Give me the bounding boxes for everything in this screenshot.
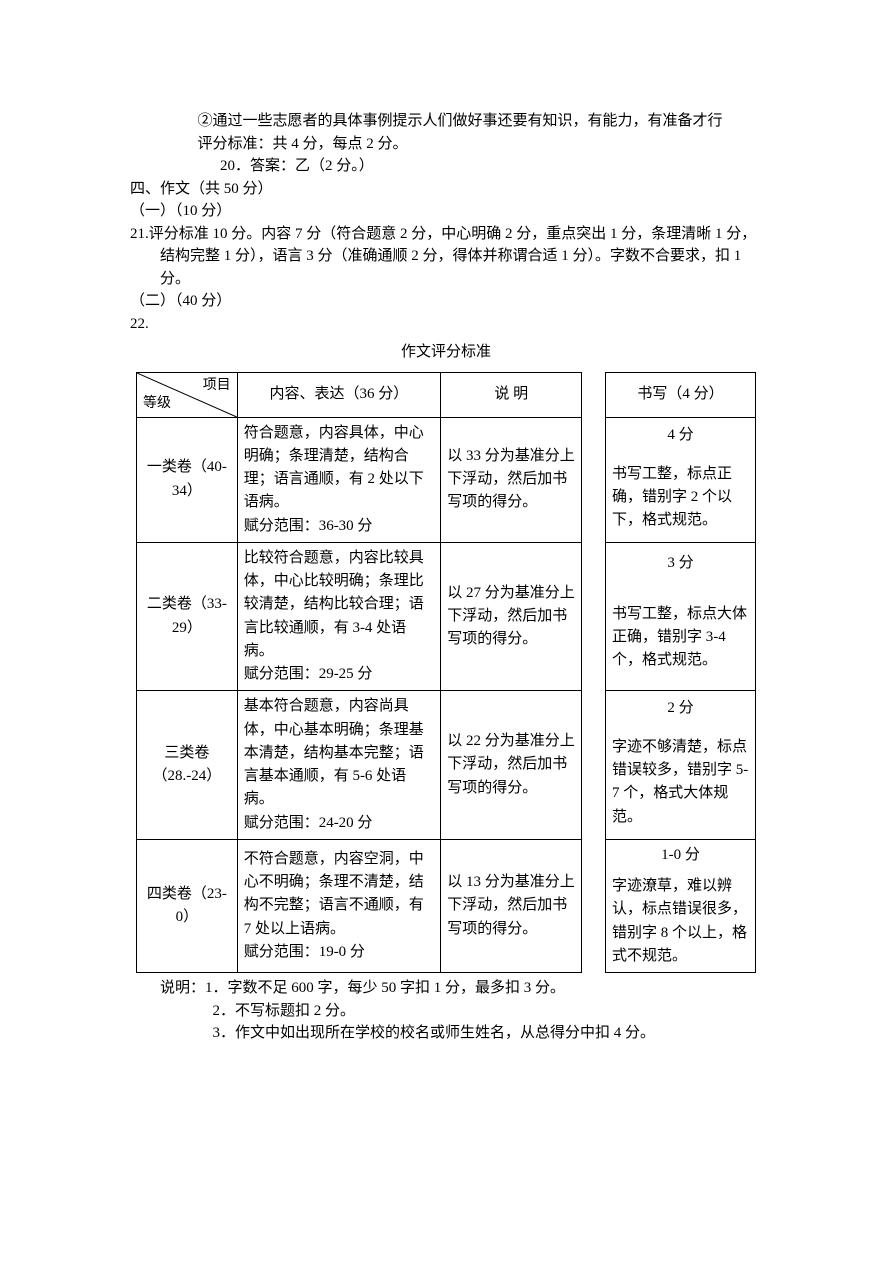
content-cell: 不符合题意，内容空洞，中心不明确；条理不清楚，结构不完整；语言不通顺，有 7 处…: [237, 839, 441, 972]
writing-cell: 书写工整，标点正确，错别字 2 个以下，格式规范。: [605, 453, 755, 542]
desc-cell: 以 13 分为基准分上下浮动，然后加书写项的得分。: [441, 839, 582, 972]
section-4-heading: 四、作文（共 50 分）: [130, 178, 762, 201]
table-row: 三类卷（28.-24） 基本符合题意，内容尚具体，中心基本明确；条理基本清楚，结…: [137, 691, 756, 726]
note-1: 说明：1．字数不足 600 字，每少 50 字扣 1 分，最多扣 3 分。: [160, 977, 762, 1000]
part-1-label: （一）（10 分）: [130, 200, 762, 223]
table-row: 四类卷（23-0） 不符合题意，内容空洞，中心不明确；条理不清楚，结构不完整；语…: [137, 839, 756, 871]
q21-text: 21.评分标准 10 分。内容 7 分（符合题意 2 分，中心明确 2 分，重点…: [130, 223, 762, 291]
table-header-row: 项目 等级 内容、表达（36 分） 说 明 书写（4 分）: [137, 372, 756, 417]
intro-line-3: 20．答案：乙（2 分。）: [130, 155, 762, 178]
writing-cell: 字迹潦草，难以辨认，标点错误很多，错别字 8 个以上，格式不规范。: [605, 871, 755, 973]
score-cell: 4 分: [605, 417, 755, 453]
score-cell: 3 分: [605, 542, 755, 585]
part-2-label: （二）（40 分）: [130, 290, 762, 313]
rubric-title: 作文评分标准: [130, 341, 762, 364]
content-cell: 符合题意，内容具体，中心明确；条理清楚，结构合理；语言通顺，有 2 处以下语病。…: [237, 417, 441, 542]
header-writing: 书写（4 分）: [605, 372, 755, 417]
gap-column: [582, 372, 606, 973]
table-row: 一类卷（40-34） 符合题意，内容具体，中心明确；条理清楚，结构合理；语言通顺…: [137, 417, 756, 453]
diag-bot-label: 等级: [143, 393, 171, 415]
header-desc: 说 明: [441, 372, 582, 417]
level-cell: 一类卷（40-34）: [137, 417, 238, 542]
diagonal-header-cell: 项目 等级: [137, 372, 238, 417]
notes-block: 说明：1．字数不足 600 字，每少 50 字扣 1 分，最多扣 3 分。 2．…: [130, 977, 762, 1045]
content-cell: 基本符合题意，内容尚具体，中心基本明确；条理基本清楚，结构基本完整；语言基本通顺…: [237, 691, 441, 840]
q22-label: 22.: [130, 313, 762, 336]
intro-line-1: ②通过一些志愿者的具体事例提示人们做好事还要有知识，有能力，有准备才行: [130, 110, 762, 133]
score-cell: 1-0 分: [605, 839, 755, 871]
desc-cell: 以 33 分为基准分上下浮动，然后加书写项的得分。: [441, 417, 582, 542]
rubric-table: 项目 等级 内容、表达（36 分） 说 明 书写（4 分） 一类卷（40-34）…: [136, 372, 756, 974]
document-page: ②通过一些志愿者的具体事例提示人们做好事还要有知识，有能力，有准备才行 评分标准…: [0, 0, 892, 1105]
diag-top-label: 项目: [203, 375, 231, 397]
table-row: 二类卷（33-29） 比较符合题意，内容比较具体，中心比较明确；条理比较清楚，结…: [137, 542, 756, 585]
intro-line-2: 评分标准：共 4 分，每点 2 分。: [130, 133, 762, 156]
level-cell: 四类卷（23-0）: [137, 839, 238, 972]
level-cell: 二类卷（33-29）: [137, 542, 238, 691]
desc-cell: 以 27 分为基准分上下浮动，然后加书写项的得分。: [441, 542, 582, 691]
desc-cell: 以 22 分为基准分上下浮动，然后加书写项的得分。: [441, 691, 582, 840]
level-cell: 三类卷（28.-24）: [137, 691, 238, 840]
note-2: 2．不写标题扣 2 分。: [160, 1000, 762, 1023]
header-content: 内容、表达（36 分）: [237, 372, 441, 417]
writing-cell: 书写工整，标点大体正确，错别字 3-4 个，格式规范。: [605, 585, 755, 691]
writing-cell: 字迹不够清楚，标点错误较多，错别字 5-7 个，格式大体规范。: [605, 726, 755, 839]
content-cell: 比较符合题意，内容比较具体，中心比较明确；条理比较清楚，结构比较合理；语言比较通…: [237, 542, 441, 691]
note-3: 3．作文中如出现所在学校的校名或师生姓名，从总得分中扣 4 分。: [160, 1022, 762, 1045]
score-cell: 2 分: [605, 691, 755, 726]
